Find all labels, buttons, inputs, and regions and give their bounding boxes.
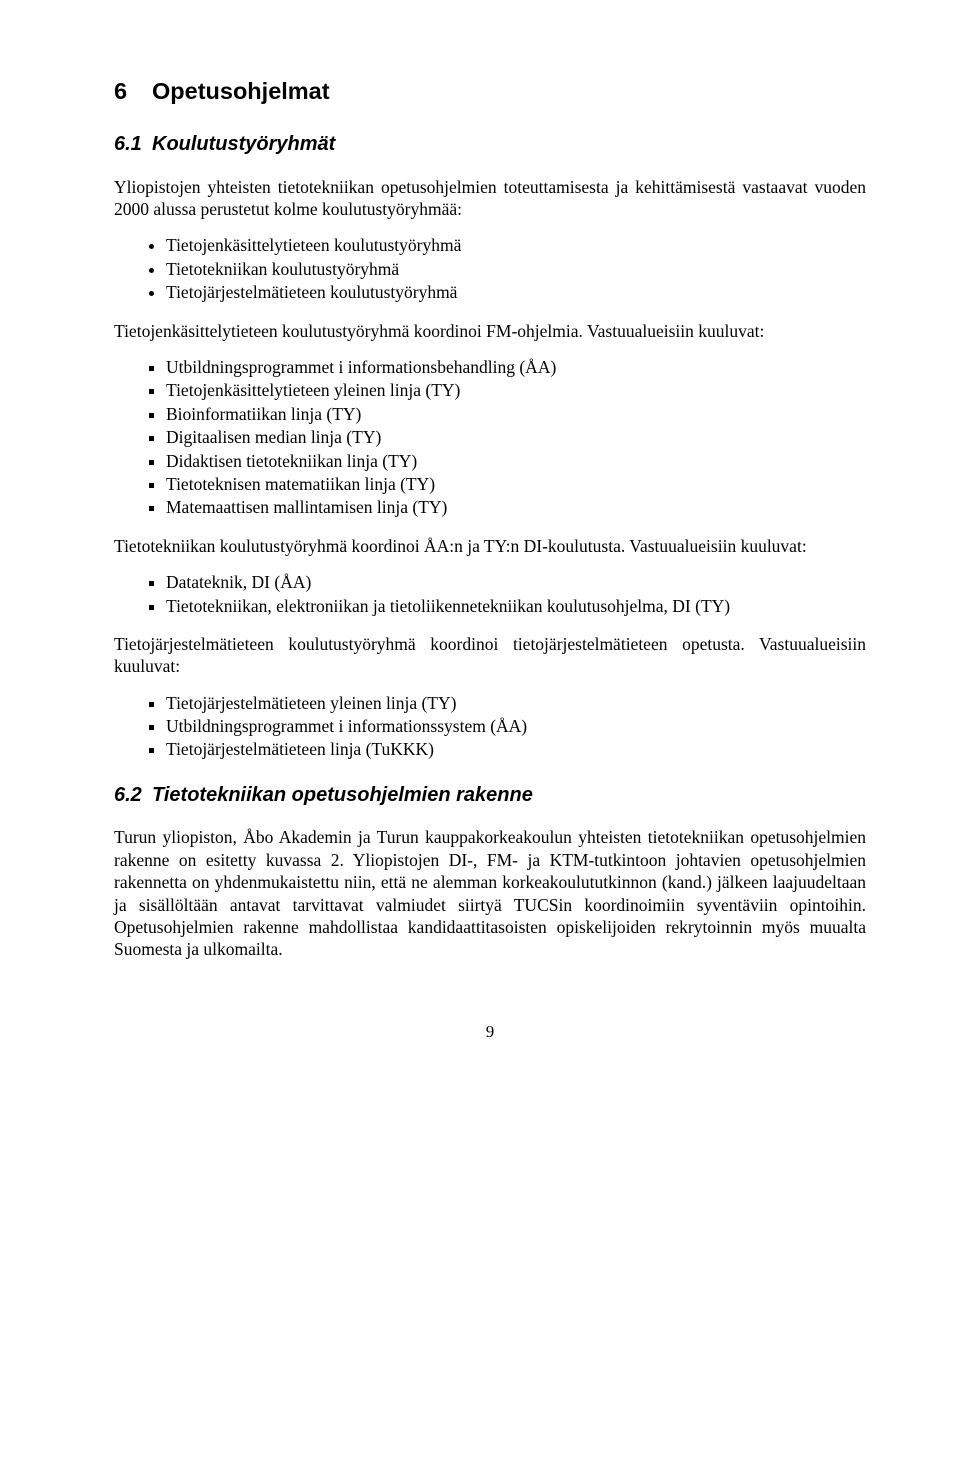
- subsection-title: 6.2Tietotekniikan opetusohjelmien rakenn…: [114, 783, 866, 809]
- subsection-title: 6.1Koulutustyöryhmät: [114, 132, 866, 158]
- bullet-list-groups: Tietojenkäsittelytieteen koulutustyöryhm…: [114, 234, 866, 303]
- section-title: 6Opetusohjelmat: [114, 76, 866, 106]
- section-number: 6: [114, 76, 152, 106]
- paragraph: Turun yliopiston, Åbo Akademin ja Turun …: [114, 826, 866, 960]
- list-item: Didaktisen tietotekniikan linja (TY): [166, 450, 866, 472]
- bullet-list-di: Datateknik, DI (ÅA) Tietotekniikan, elek…: [114, 571, 866, 617]
- bullet-list-fm: Utbildningsprogrammet i informationsbeha…: [114, 356, 866, 519]
- list-item: Tietotekniikan, elektroniikan ja tietoli…: [166, 595, 866, 617]
- list-item: Tietojenkäsittelytieteen koulutustyöryhm…: [166, 234, 866, 256]
- intro-paragraph: Yliopistojen yhteisten tietotekniikan op…: [114, 176, 866, 221]
- paragraph: Tietotekniikan koulutustyöryhmä koordino…: [114, 535, 866, 557]
- list-item: Tietoteknisen matematiikan linja (TY): [166, 473, 866, 495]
- page-number: 9: [114, 1021, 866, 1043]
- list-item: Bioinformatiikan linja (TY): [166, 403, 866, 425]
- section-heading-text: Opetusohjelmat: [152, 78, 330, 104]
- list-item: Tietojärjestelmätieteen koulutustyöryhmä: [166, 281, 866, 303]
- subsection-heading-text: Koulutustyöryhmät: [152, 133, 335, 155]
- list-item: Utbildningsprogrammet i informationssyst…: [166, 715, 866, 737]
- paragraph: Tietojenkäsittelytieteen koulutustyöryhm…: [114, 320, 866, 342]
- list-item: Tietojärjestelmätieteen yleinen linja (T…: [166, 692, 866, 714]
- list-item: Digitaalisen median linja (TY): [166, 426, 866, 448]
- list-item: Tietojärjestelmätieteen linja (TuKKK): [166, 738, 866, 760]
- subsection-number: 6.2: [114, 783, 152, 809]
- list-item: Tietojenkäsittelytieteen yleinen linja (…: [166, 379, 866, 401]
- list-item: Utbildningsprogrammet i informationsbeha…: [166, 356, 866, 378]
- list-item: Tietotekniikan koulutustyöryhmä: [166, 258, 866, 280]
- bullet-list-tjt: Tietojärjestelmätieteen yleinen linja (T…: [114, 692, 866, 761]
- list-item: Matemaattisen mallintamisen linja (TY): [166, 496, 866, 518]
- subsection-number: 6.1: [114, 132, 152, 158]
- subsection-heading-text: Tietotekniikan opetusohjelmien rakenne: [152, 784, 533, 806]
- list-item: Datateknik, DI (ÅA): [166, 571, 866, 593]
- paragraph: Tietojärjestelmätieteen koulutustyöryhmä…: [114, 633, 866, 678]
